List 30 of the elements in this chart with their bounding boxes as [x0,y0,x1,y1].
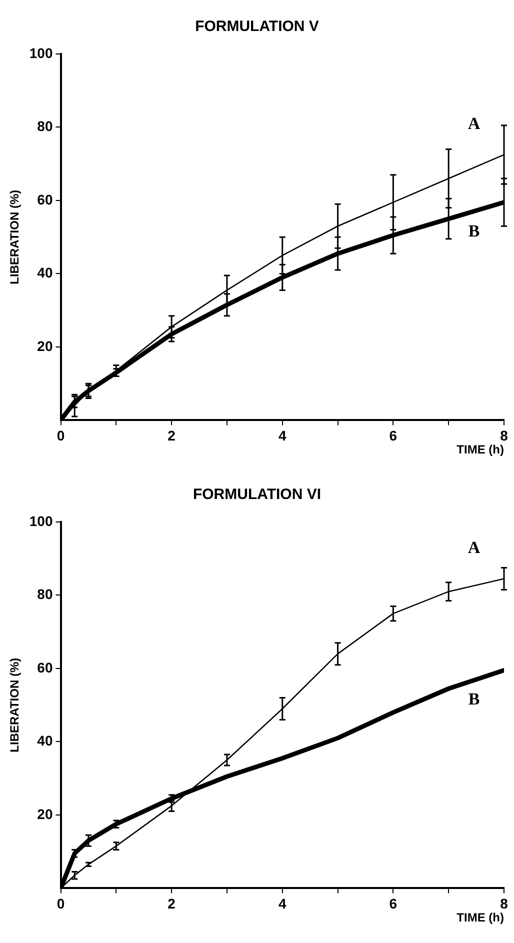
series-label: A [468,114,481,134]
series-label: A [468,538,481,558]
y-axis-title: LIBERATION (%) [8,658,22,752]
x-tick-label: 8 [500,427,508,444]
y-tick-label: 100 [29,44,53,61]
y-axis-title: LIBERATION (%) [8,190,22,284]
x-tick-label: 6 [389,895,398,912]
series-label: B [468,222,480,241]
chart-title: FORMULATION VI [192,485,322,505]
x-tick-label: 2 [168,895,176,912]
y-tick-label: 60 [37,659,53,676]
x-axis-title: TIME (h) [456,910,504,925]
x-axis-title: TIME (h) [456,442,504,457]
y-tick-label: 40 [37,264,53,281]
y-tick-label: 20 [37,806,53,822]
chart-title: FORMULATION V [194,17,320,37]
x-tick-label: 2 [168,427,176,444]
y-tick-label: 100 [29,512,53,529]
x-tick-label: 4 [278,895,286,912]
x-tick-label: 8 [500,895,508,912]
x-tick-label: 6 [389,427,398,444]
y-tick-label: 80 [37,118,53,134]
x-tick-label: 0 [56,427,65,444]
y-tick-label: 80 [37,586,53,602]
x-tick-label: 0 [56,895,65,912]
series-label: B [468,690,480,709]
y-tick-label: 20 [37,338,53,354]
y-tick-label: 40 [37,732,53,749]
y-tick-label: 60 [37,191,53,208]
x-tick-label: 4 [278,427,286,444]
